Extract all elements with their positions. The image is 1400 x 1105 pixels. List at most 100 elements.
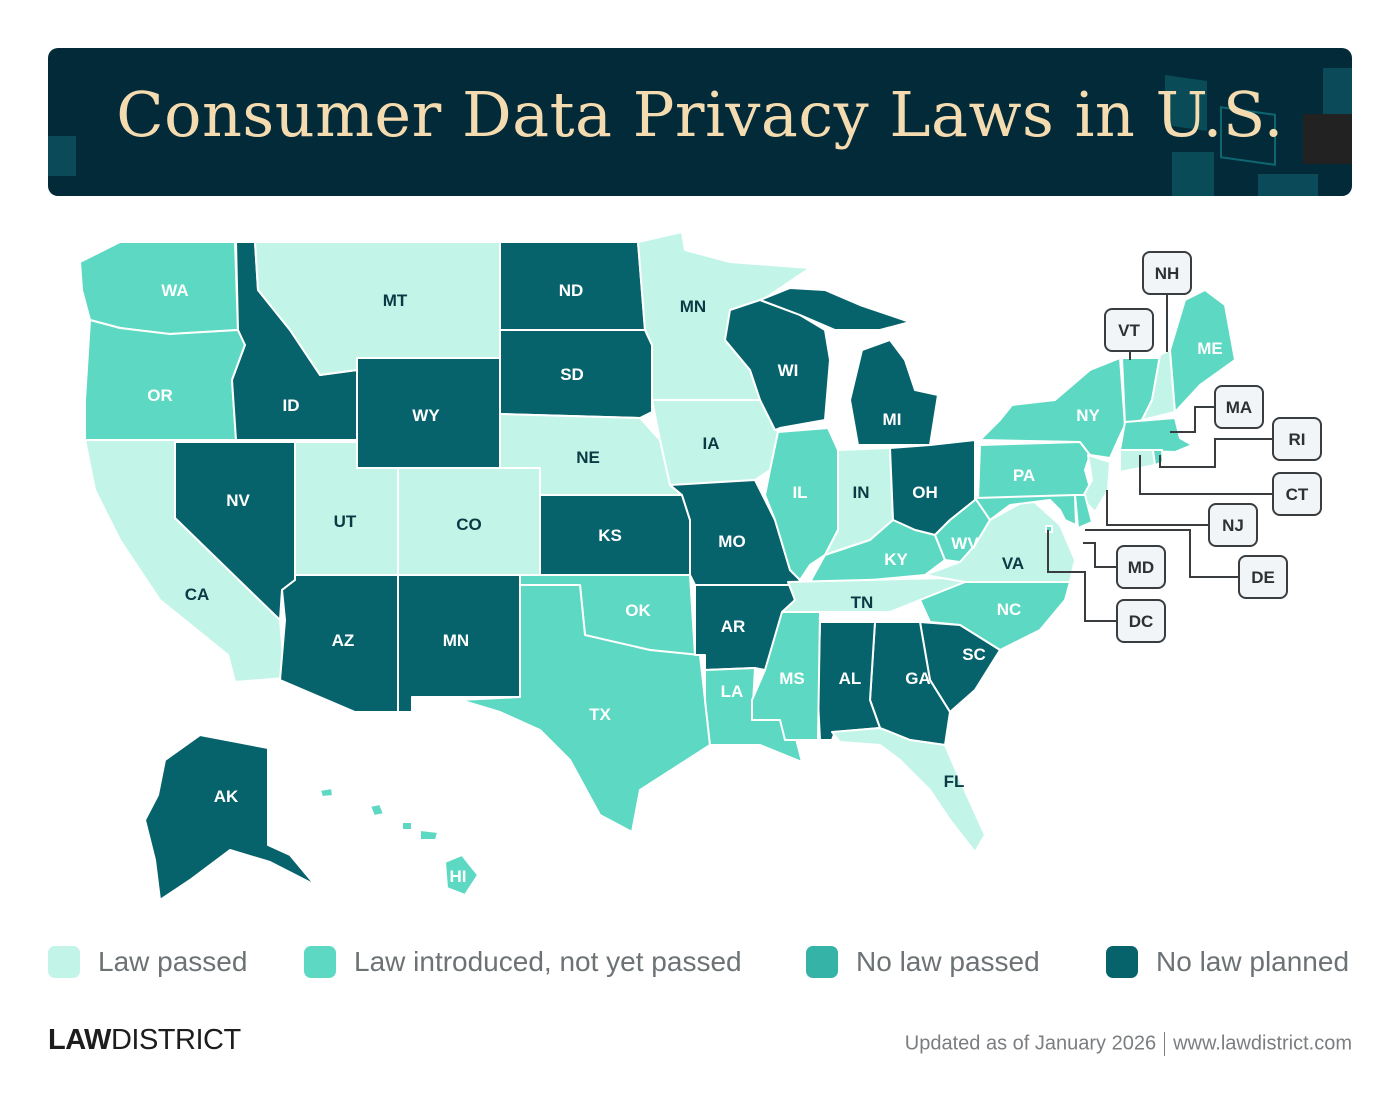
legend: Law passed Law introduced, not yet passe… (48, 946, 1352, 980)
state-hi-island (419, 829, 439, 841)
state-label-ok: OK (625, 601, 651, 620)
state-wa (79, 241, 239, 335)
state-label-nc: NC (997, 600, 1022, 619)
decorative-square (1258, 174, 1318, 196)
state-label-nh: NH (1155, 264, 1180, 283)
callout-line-ct (1139, 455, 1273, 495)
legend-label: Law introduced, not yet passed (354, 946, 742, 977)
state-hi (444, 854, 479, 896)
divider (1164, 1032, 1166, 1056)
state-label-ia: IA (703, 434, 720, 453)
website-link[interactable]: www.lawdistrict.com (1173, 1032, 1352, 1055)
state-label-nj: NJ (1222, 516, 1244, 535)
decorative-square (1323, 68, 1352, 118)
page-title: Consumer Data Privacy Laws in U.S. (116, 78, 1284, 151)
state-de (1074, 494, 1093, 529)
footer-note: Updated as of January 2026 www.lawdistric… (905, 1032, 1352, 1056)
state-label-mi: MI (883, 410, 902, 429)
state-label-ak: AK (214, 787, 239, 806)
state-nj (1081, 454, 1111, 513)
legend-item-no-law-planned: No law planned (1106, 946, 1349, 978)
state-label-dc: DC (1129, 612, 1154, 631)
callout-line-nj (1106, 490, 1209, 526)
state-label-in: IN (853, 483, 870, 502)
decorative-square (48, 136, 76, 176)
brand-regular: DISTRICT (110, 1024, 241, 1056)
callout-box-ri (1272, 417, 1322, 461)
state-label-az: AZ (332, 631, 355, 650)
callout-box-ct (1272, 472, 1322, 516)
state-label-nd: ND (559, 281, 584, 300)
callout-line-ri (1159, 438, 1273, 468)
state-label-nv: NV (226, 491, 250, 510)
state-me (1169, 289, 1236, 413)
state-mi (759, 287, 911, 331)
us-map: WA OR CA NV ID MT WY UT CO AZ MN ND SD NE KS OK TX MN IA MO… (79, 231, 1322, 901)
state-label-nm: MN (443, 631, 469, 650)
callout-box-nh (1142, 251, 1192, 295)
state-label-ca: CA (185, 585, 210, 604)
legend-swatch (806, 946, 838, 978)
state-label-il: IL (792, 483, 807, 502)
state-ak (144, 734, 316, 901)
brand-bold: LAW (48, 1024, 111, 1056)
callout-box-nj (1208, 503, 1258, 547)
state-label-tn: TN (851, 593, 874, 612)
state-label-sd: SD (560, 365, 584, 384)
state-nh (1141, 349, 1176, 421)
state-label-pa: PA (1013, 466, 1035, 485)
callout-line-md (1083, 542, 1117, 568)
callout-box-ma (1214, 385, 1264, 429)
state-label-al: AL (839, 669, 862, 688)
state-label-wa: WA (161, 281, 188, 300)
state-ct (1119, 449, 1156, 473)
legend-item-law-passed: Law passed (48, 946, 247, 978)
legend-swatch (1106, 946, 1138, 978)
state-label-ga: GA (905, 669, 931, 688)
state-label-de: DE (1251, 568, 1275, 587)
state-la (704, 667, 803, 763)
state-il (764, 427, 839, 581)
callout-line-de (1085, 529, 1239, 578)
callout-box-dc (1116, 599, 1166, 643)
state-label-hi: HI (450, 867, 467, 886)
state-label-ms: MS (779, 669, 805, 688)
state-label-ne: NE (576, 448, 600, 467)
state-label-ma: MA (1226, 398, 1252, 417)
legend-label: No law passed (856, 946, 1040, 977)
decorative-square (1303, 114, 1352, 164)
state-label-fl: FL (944, 772, 965, 791)
callout-box-de (1238, 555, 1288, 599)
state-ri (1152, 449, 1164, 466)
state-label-md: MD (1128, 558, 1154, 577)
state-label-vt: VT (1118, 321, 1140, 340)
state-label-id: ID (283, 396, 300, 415)
state-label-la: LA (721, 682, 744, 701)
callout-box-md (1116, 545, 1166, 589)
state-ms (751, 611, 821, 741)
state-label-ar: AR (721, 617, 746, 636)
state-label-wi: WI (778, 361, 799, 380)
state-label-me: ME (1197, 339, 1223, 358)
state-label-mt: MT (383, 291, 408, 310)
state-mi (849, 339, 939, 446)
state-tx (459, 584, 711, 833)
state-label-ri: RI (1289, 430, 1306, 449)
state-hi-island (401, 821, 413, 831)
state-fl (831, 727, 986, 853)
state-label-wy: WY (412, 406, 440, 425)
state-label-ky: KY (884, 550, 908, 569)
callout-line-dc (1047, 530, 1117, 622)
state-label-mo: MO (718, 532, 745, 551)
state-label-mn: MN (680, 297, 706, 316)
legend-item-law-introduced: Law introduced, not yet passed (304, 946, 742, 978)
legend-label: No law planned (1156, 946, 1350, 977)
state-hi-island (369, 803, 385, 817)
state-hi-island (319, 787, 334, 798)
state-label-tx: TX (589, 705, 611, 724)
state-label-ct: CT (1286, 485, 1309, 504)
state-label-co: CO (456, 515, 482, 534)
legend-item-no-law-passed: No law passed (806, 946, 1040, 978)
state-label-ut: UT (334, 512, 357, 531)
state-or (84, 319, 246, 441)
